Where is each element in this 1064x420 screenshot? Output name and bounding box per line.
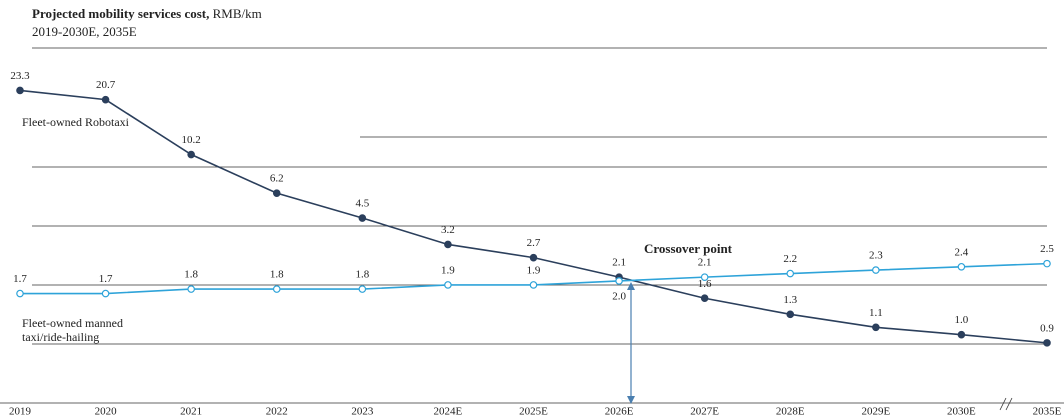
data-label: 1.0: [955, 314, 969, 326]
point: [16, 289, 24, 298]
x-tick-label: 2035E: [1033, 406, 1062, 418]
point: [1043, 339, 1051, 347]
data-label: 1.8: [355, 269, 369, 281]
point: [358, 285, 367, 293]
x-tick-label: 2019: [9, 406, 32, 418]
data-label: 2.1: [698, 257, 712, 269]
point: [957, 262, 966, 271]
data-label: 1.8: [184, 269, 198, 281]
point: [187, 150, 195, 159]
annotation: Crossover point: [644, 241, 733, 256]
x-tick-label: 2024E: [434, 406, 463, 418]
data-label: 3.2: [441, 224, 455, 236]
data-label: 0.9: [1040, 322, 1054, 334]
point: [872, 323, 880, 332]
x-tick-label: 2025E: [519, 406, 548, 418]
chart-title: Projected mobility services cost,: [32, 6, 210, 21]
x-tick-label: 2030E: [947, 406, 976, 418]
data-label: 1.9: [441, 264, 455, 276]
point: [187, 285, 195, 293]
point: [358, 214, 367, 222]
data-label: 2.5: [1040, 243, 1054, 255]
point: [786, 269, 795, 278]
point: [700, 273, 709, 281]
point: [272, 285, 281, 293]
line: [19, 89, 1048, 344]
data-label: 10.2: [182, 134, 201, 146]
x-tick-label: 2029E: [861, 406, 890, 418]
data-label: 20.7: [96, 79, 116, 91]
data-label: 4.5: [355, 198, 369, 210]
data-label: 1.3: [783, 294, 797, 306]
point: [529, 281, 538, 289]
x-tick-label: 2027E: [690, 406, 719, 418]
axis-break: [999, 397, 1013, 411]
data-label: 2.2: [783, 253, 797, 265]
point: [101, 95, 110, 104]
point: [444, 240, 452, 249]
point: [957, 330, 966, 339]
data-label: 23.3: [10, 70, 30, 82]
data-label: 1.7: [99, 273, 113, 285]
x-tick-label: 2021: [180, 406, 202, 418]
unit: RMB/km: [212, 6, 262, 21]
series-label: Fleet-owned manned taxi/ride-hailing: [22, 316, 123, 344]
x-tick-label: 2020: [95, 406, 118, 418]
data-label: 2.1: [612, 257, 626, 269]
data-label: 1.1: [869, 307, 883, 319]
rules: [0, 47, 1064, 411]
point: [444, 281, 452, 289]
data-label: 2.3: [869, 250, 883, 262]
data-label: 1.6: [698, 278, 712, 290]
point: [786, 310, 795, 319]
point: [272, 189, 281, 197]
data-label: 1.7: [13, 273, 27, 285]
series-label: Fleet-owned Robotaxi: [22, 115, 129, 129]
data-label: 1.8: [270, 269, 284, 281]
data-label: 1.9: [527, 264, 541, 276]
point: [1043, 259, 1051, 268]
point: [872, 266, 880, 274]
point: [529, 253, 538, 262]
point: [101, 289, 110, 298]
subtitle: 2019-2030E, 2035E: [32, 24, 137, 39]
data-label: 2.7: [527, 237, 541, 249]
x-tick-label: 2023: [351, 406, 374, 418]
x-tick-label: 2026E: [605, 406, 634, 418]
data-label: 6.2: [270, 173, 284, 185]
point: [16, 86, 24, 95]
x-tick-label: 2028E: [776, 406, 805, 418]
data-label: 2.4: [955, 246, 969, 258]
point: [700, 294, 709, 303]
title-block: Projected mobility services cost, RMB/km: [32, 6, 262, 22]
data-label: 2.0: [612, 290, 626, 302]
point: [615, 277, 623, 285]
x-tick-label: 2022: [266, 406, 288, 418]
